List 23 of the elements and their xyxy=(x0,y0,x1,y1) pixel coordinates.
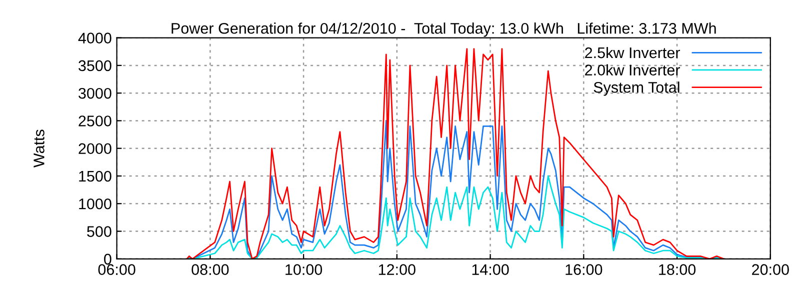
y-tick-label: 2500 xyxy=(78,116,112,126)
legend-label: System Total xyxy=(594,82,680,96)
y-tick-label: 500 xyxy=(87,226,112,237)
y-tick-label: 1000 xyxy=(79,198,112,210)
chart-title: Power Generation for 04/12/2010 - Total Today: 13.0 kWh Lifetime: 3.173 MWh xyxy=(172,22,716,37)
y-tick-label: 3500 xyxy=(78,60,112,72)
line-series xyxy=(186,48,724,259)
y-tick-label: 1500 xyxy=(79,170,112,182)
x-tick-label: 18:00 xyxy=(659,264,696,275)
x-tick-label: 12:00 xyxy=(378,264,416,275)
x-tick-label: 08:00 xyxy=(192,264,229,275)
y-tick-label: 0 xyxy=(104,254,112,265)
x-tick-label: 06:00 xyxy=(98,264,136,275)
y-tick-label: 3000 xyxy=(78,88,112,99)
x-tick-label: 14:00 xyxy=(472,264,509,275)
y-tick-label: 4000 xyxy=(78,32,112,44)
y-tick-label: 2000 xyxy=(78,143,112,154)
y-axis-title: Watts xyxy=(34,130,44,168)
x-tick-label: 10:00 xyxy=(286,264,322,275)
x-tick-label: 16:00 xyxy=(566,264,602,275)
x-tick-label: 20:00 xyxy=(752,264,789,275)
legend-label: 2.0kw Inverter xyxy=(585,64,680,76)
legend-label: 2.5kw Inverter xyxy=(585,46,680,58)
